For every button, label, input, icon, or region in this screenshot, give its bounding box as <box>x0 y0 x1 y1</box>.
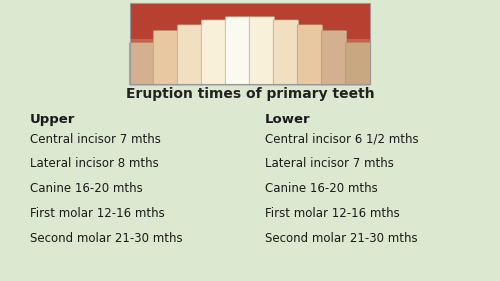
FancyBboxPatch shape <box>321 31 347 85</box>
Text: Second molar 21-30 mths: Second molar 21-30 mths <box>30 232 182 244</box>
Bar <box>130 3 370 84</box>
Text: Second molar 21-30 mths: Second molar 21-30 mths <box>265 232 418 244</box>
Text: Lower: Lower <box>265 113 310 126</box>
FancyBboxPatch shape <box>345 43 371 85</box>
FancyBboxPatch shape <box>273 20 299 85</box>
Text: Canine 16-20 mths: Canine 16-20 mths <box>30 182 143 195</box>
FancyBboxPatch shape <box>129 43 155 85</box>
FancyBboxPatch shape <box>177 25 203 85</box>
Bar <box>130 3 370 40</box>
Bar <box>130 3 370 84</box>
FancyBboxPatch shape <box>225 17 251 85</box>
Text: Upper: Upper <box>30 113 76 126</box>
Text: Central incisor 6 1/2 mths: Central incisor 6 1/2 mths <box>265 133 418 146</box>
Text: Lateral incisor 7 mths: Lateral incisor 7 mths <box>265 157 394 170</box>
Text: Eruption times of primary teeth: Eruption times of primary teeth <box>126 87 374 101</box>
Text: First molar 12-16 mths: First molar 12-16 mths <box>30 207 165 220</box>
FancyBboxPatch shape <box>153 31 179 85</box>
FancyBboxPatch shape <box>297 25 323 85</box>
Text: Canine 16-20 mths: Canine 16-20 mths <box>265 182 378 195</box>
FancyBboxPatch shape <box>201 20 227 85</box>
Text: Lateral incisor 8 mths: Lateral incisor 8 mths <box>30 157 159 170</box>
Text: First molar 12-16 mths: First molar 12-16 mths <box>265 207 400 220</box>
FancyBboxPatch shape <box>249 17 275 85</box>
Text: Central incisor 7 mths: Central incisor 7 mths <box>30 133 161 146</box>
